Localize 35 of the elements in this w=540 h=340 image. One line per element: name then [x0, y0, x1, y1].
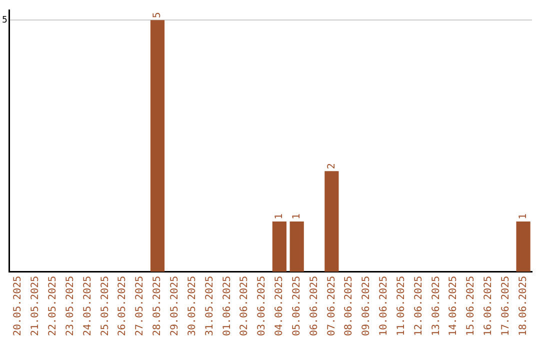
x-tick-label: 01.06.2025: [222, 276, 233, 336]
x-tick-label: 07.06.2025: [326, 276, 338, 336]
x-tick-label: 03.06.2025: [256, 276, 268, 336]
x-tick-label: 25.05.2025: [100, 276, 111, 336]
x-tick-label: 20.05.2025: [12, 276, 24, 336]
x-tick-label: 29.05.2025: [169, 276, 180, 336]
x-tick-label: 28.05.2025: [152, 276, 164, 336]
data-label: 2: [326, 163, 338, 170]
x-tick-label: 27.05.2025: [134, 276, 146, 336]
x-tick-label: 10.06.2025: [378, 276, 390, 336]
data-label: 1: [518, 213, 529, 220]
x-tick-label: 08.06.2025: [344, 276, 355, 336]
x-tick-label: 18.06.2025: [518, 276, 529, 336]
x-tick-label: 13.06.2025: [430, 276, 442, 336]
x-tick-label: 06.06.2025: [308, 276, 320, 336]
x-tick-label: 15.06.2025: [466, 276, 477, 336]
x-tick-label: 12.06.2025: [413, 276, 424, 336]
data-label: 1: [274, 213, 286, 220]
x-tick-label: 16.06.2025: [483, 276, 494, 336]
x-tick-label: 02.06.2025: [239, 276, 250, 336]
x-tick-label: 17.06.2025: [500, 276, 512, 336]
x-tick-label: 22.05.2025: [48, 276, 59, 336]
data-label: 1: [291, 213, 302, 220]
x-tick-label: 23.05.2025: [64, 276, 76, 336]
x-tick-label: 21.05.2025: [30, 276, 42, 336]
x-tick-label: 31.05.2025: [204, 276, 216, 336]
data-label: 5: [152, 12, 164, 18]
x-tick-label: 04.06.2025: [274, 276, 286, 336]
x-tick-label: 24.05.2025: [82, 276, 94, 336]
x-tick-label: 14.06.2025: [448, 276, 460, 336]
x-tick-label: 30.05.2025: [186, 276, 198, 336]
x-tick-label: 26.05.2025: [117, 276, 128, 336]
x-tick-label: 11.06.2025: [396, 276, 407, 336]
x-tick-label: 05.06.2025: [291, 276, 302, 336]
x-tick-label: 09.06.2025: [361, 276, 372, 336]
